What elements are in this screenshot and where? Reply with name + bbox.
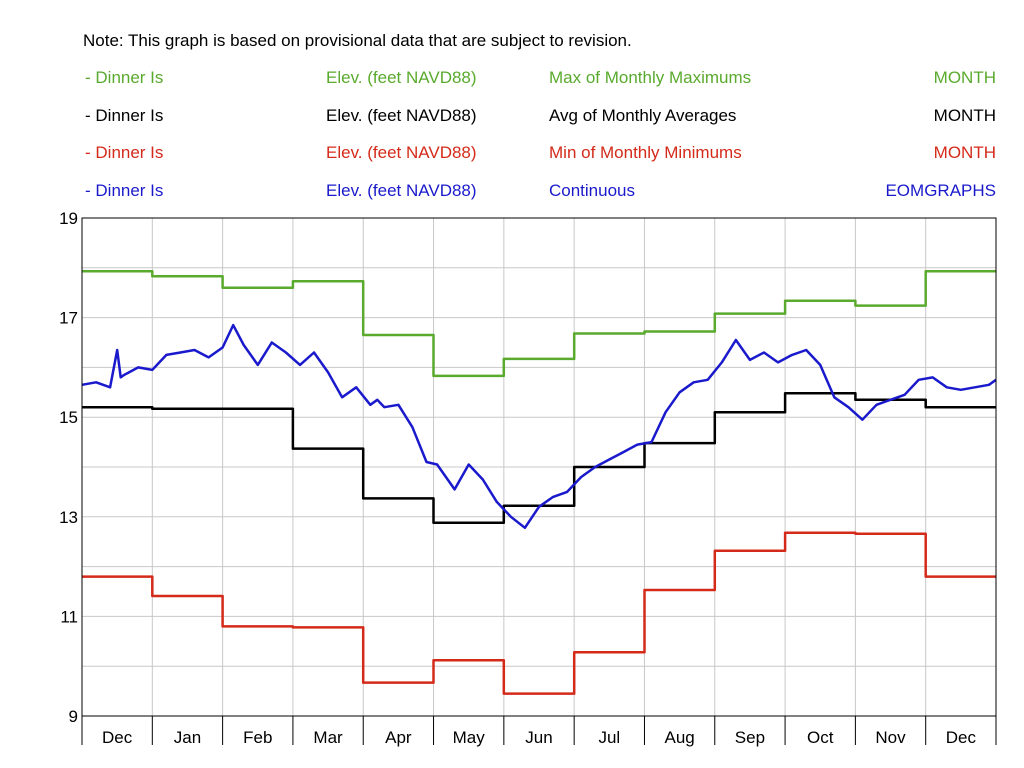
legend-site: - Dinner Is: [85, 106, 164, 125]
x-tick-label: Aug: [664, 728, 694, 747]
legend-interval: MONTH: [933, 143, 996, 162]
x-tick-label: Jun: [525, 728, 552, 747]
x-tick-label: Sep: [735, 728, 765, 747]
y-tick-label: 15: [59, 408, 78, 427]
x-tick-label: May: [453, 728, 486, 747]
x-axis: Dec Jan Feb Mar Apr May Jun Jul Aug Sep Oct Nov Dec: [81, 716, 997, 747]
legend-row: - Dinner Is Elev. (feet NAVD88) Max of Mon…: [0, 68, 1024, 92]
y-tick-label: 9: [69, 707, 78, 726]
legend-statistic: Min of Monthly Minimums: [549, 143, 742, 162]
legend-row: - Dinner Is Elev. (feet NAVD88) Continuous…: [0, 181, 1024, 205]
legend-statistic: Continuous: [549, 181, 636, 200]
legend-statistic: Max of Monthly Maximums: [549, 68, 752, 87]
provisional-note: Note: This graph is based on provisional…: [83, 31, 632, 50]
legend-site: - Dinner Is: [85, 181, 164, 200]
series-layer: [81, 270, 997, 695]
legend-row: - Dinner Is Elev. (feet NAVD88) Avg of Mon…: [0, 106, 1024, 130]
series-line-min-of-monthly-minimums: [82, 531, 996, 695]
series-line-continuous: [81, 323, 997, 530]
legend-parameter: Elev. (feet NAVD88): [326, 106, 477, 125]
y-tick-label: 19: [59, 209, 78, 228]
plot-frame: [81, 217, 997, 717]
grid: [82, 218, 996, 716]
x-tick-label: Nov: [875, 728, 906, 747]
legend-interval: MONTH: [933, 106, 996, 125]
y-tick-label: 13: [59, 508, 78, 527]
series-line-max-of-monthly-maximums: [82, 270, 996, 378]
legend-parameter: Elev. (feet NAVD88): [326, 181, 477, 200]
legend-statistic: Avg of Monthly Averages: [549, 106, 737, 125]
y-axis: 19 17 15 13 11 9: [59, 209, 78, 726]
x-tick-label: Mar: [313, 728, 343, 747]
legend-site: - Dinner Is: [85, 68, 164, 87]
x-tick-label: Feb: [243, 728, 272, 747]
series-line-avg-of-monthly-averages: [82, 392, 996, 525]
x-tick-label: Jan: [174, 728, 201, 747]
x-tick-label: Apr: [385, 728, 412, 747]
legend-parameter: Elev. (feet NAVD88): [326, 143, 477, 162]
legend-row: - Dinner Is Elev. (feet NAVD88) Min of Mon…: [0, 143, 1024, 167]
legend-interval: MONTH: [933, 68, 996, 87]
y-tick-label: 17: [59, 309, 78, 328]
x-tick-label: Dec: [946, 728, 977, 747]
x-tick-label: Oct: [807, 728, 834, 747]
legend-interval: EOMGRAPHS: [885, 181, 996, 200]
x-tick-label: Jul: [598, 728, 620, 747]
legend-parameter: Elev. (feet NAVD88): [326, 68, 477, 87]
legend-site: - Dinner Is: [85, 143, 164, 162]
x-tick-label: Dec: [102, 728, 133, 747]
y-tick-label: 11: [60, 607, 78, 626]
